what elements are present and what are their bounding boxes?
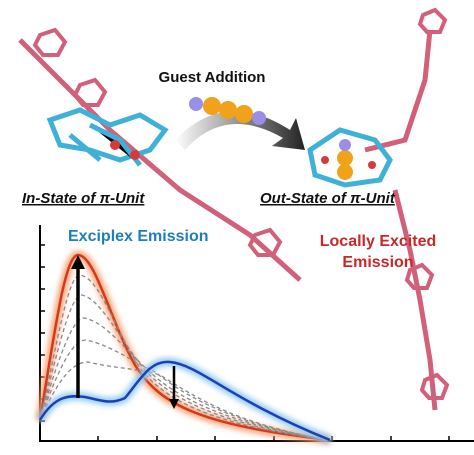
- out-state-label: Out-State of π-Unit: [260, 190, 396, 207]
- left-molecule: [18, 27, 302, 282]
- local-label-line1: Locally Excited: [320, 233, 437, 250]
- ticks: [40, 244, 450, 441]
- in-state-label: In-State of π-Unit: [22, 190, 145, 207]
- local-label-line2: Emission: [342, 254, 413, 271]
- exciplex-label: Exciplex Emission: [68, 228, 209, 245]
- spectrum-plot: Exciplex Emission Locally Excited Emissi…: [36, 225, 474, 444]
- intermediate-curves: [39, 274, 331, 441]
- right-molecule: [307, 7, 450, 411]
- guest-molecule: [189, 97, 266, 125]
- local-curve: [38, 253, 331, 442]
- arrow-label: Guest Addition: [159, 69, 266, 86]
- reaction-arrow: [175, 111, 305, 150]
